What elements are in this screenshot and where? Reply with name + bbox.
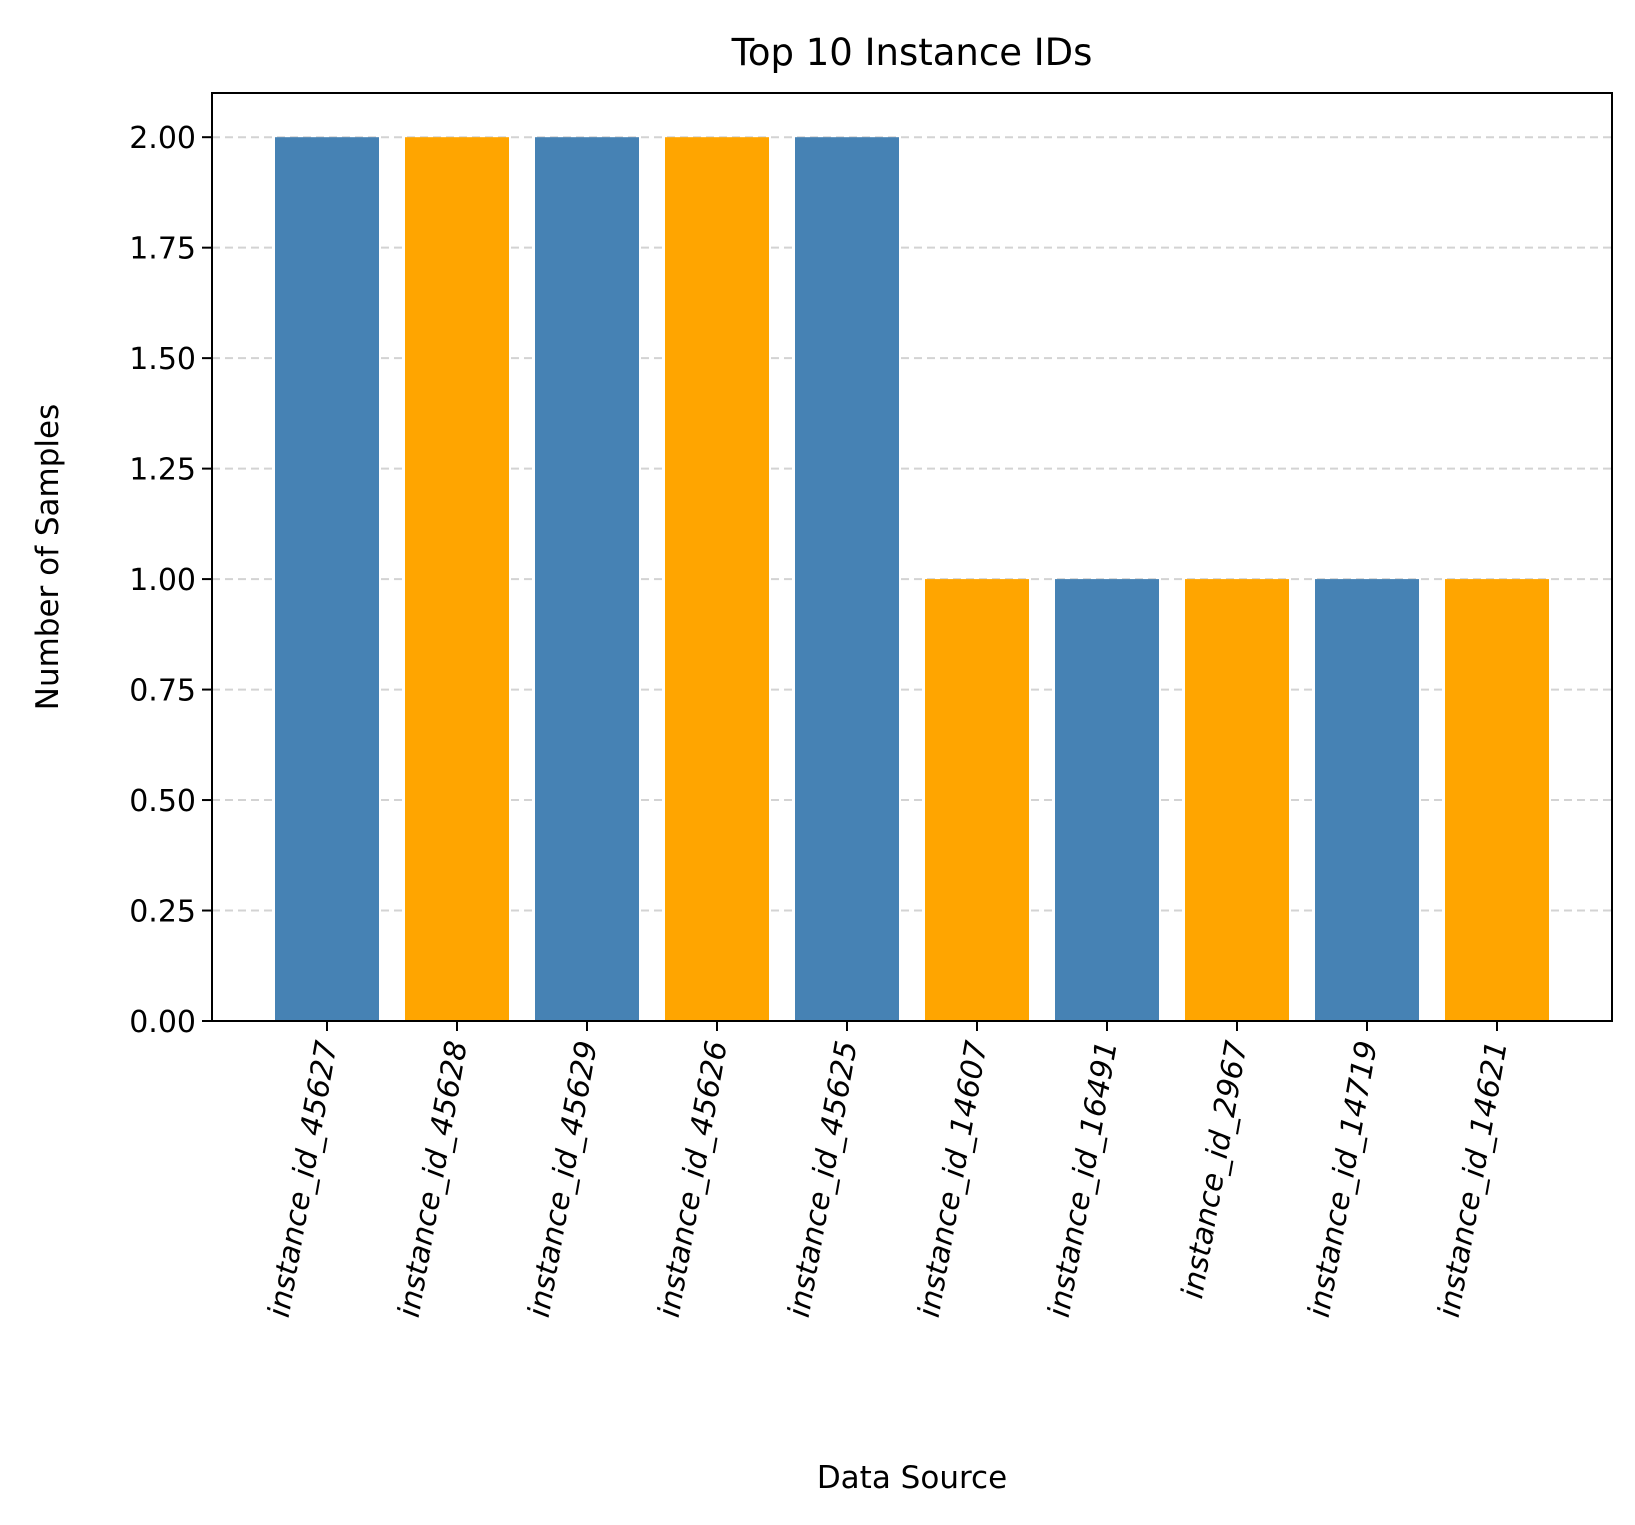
x-tick-label: instance_id_45626: [652, 1038, 735, 1320]
x-tick-label: instance_id_45628: [392, 1038, 475, 1320]
x-tick-label: instance_id_14719: [1302, 1038, 1385, 1320]
y-axis: 0.00 0.25 0.50 0.75 1.00 1.25 1.50 1.75 2.00: [129, 121, 212, 1040]
y-axis-label: Number of Samples: [30, 404, 66, 711]
bar: [1055, 579, 1159, 1021]
y-tick-label: 0.75: [129, 674, 196, 709]
x-tick-label: instance_id_45627: [262, 1038, 345, 1320]
bar: [1445, 579, 1549, 1021]
bar: [405, 137, 509, 1021]
bar: [1185, 579, 1289, 1021]
plot-frame: [211, 92, 1613, 1022]
chart-title: Top 10 Instance IDs: [731, 31, 1093, 74]
y-tick-label: 0.25: [129, 895, 196, 930]
y-tick-label: 0.00: [129, 1005, 196, 1040]
x-tick-label: instance_id_2967: [1175, 1038, 1255, 1301]
y-tick-label: 2.00: [129, 121, 196, 156]
x-tick-label: instance_id_16491: [1042, 1038, 1125, 1320]
bar: [925, 579, 1029, 1021]
x-tick-label: instance_id_45629: [522, 1038, 605, 1320]
x-tick-label: instance_id_14621: [1432, 1038, 1515, 1320]
x-tick-label: instance_id_45625: [782, 1038, 865, 1320]
y-tick-label: 1.25: [129, 453, 196, 488]
bar: [275, 137, 379, 1021]
bar: [1315, 579, 1419, 1021]
y-tick-label: 0.50: [129, 784, 196, 819]
bar: [535, 137, 639, 1021]
y-tick-label: 1.50: [129, 342, 196, 377]
x-axis: instance_id_45627 instance_id_45628 instan…: [262, 1021, 1515, 1320]
y-tick-label: 1.75: [129, 232, 196, 267]
bars: [275, 137, 1549, 1021]
bar: [795, 137, 899, 1021]
x-axis-label: Data Source: [817, 1460, 1007, 1496]
y-tick-label: 1.00: [129, 563, 196, 598]
x-tick-label: instance_id_14607: [912, 1038, 995, 1320]
bar: [665, 137, 769, 1021]
